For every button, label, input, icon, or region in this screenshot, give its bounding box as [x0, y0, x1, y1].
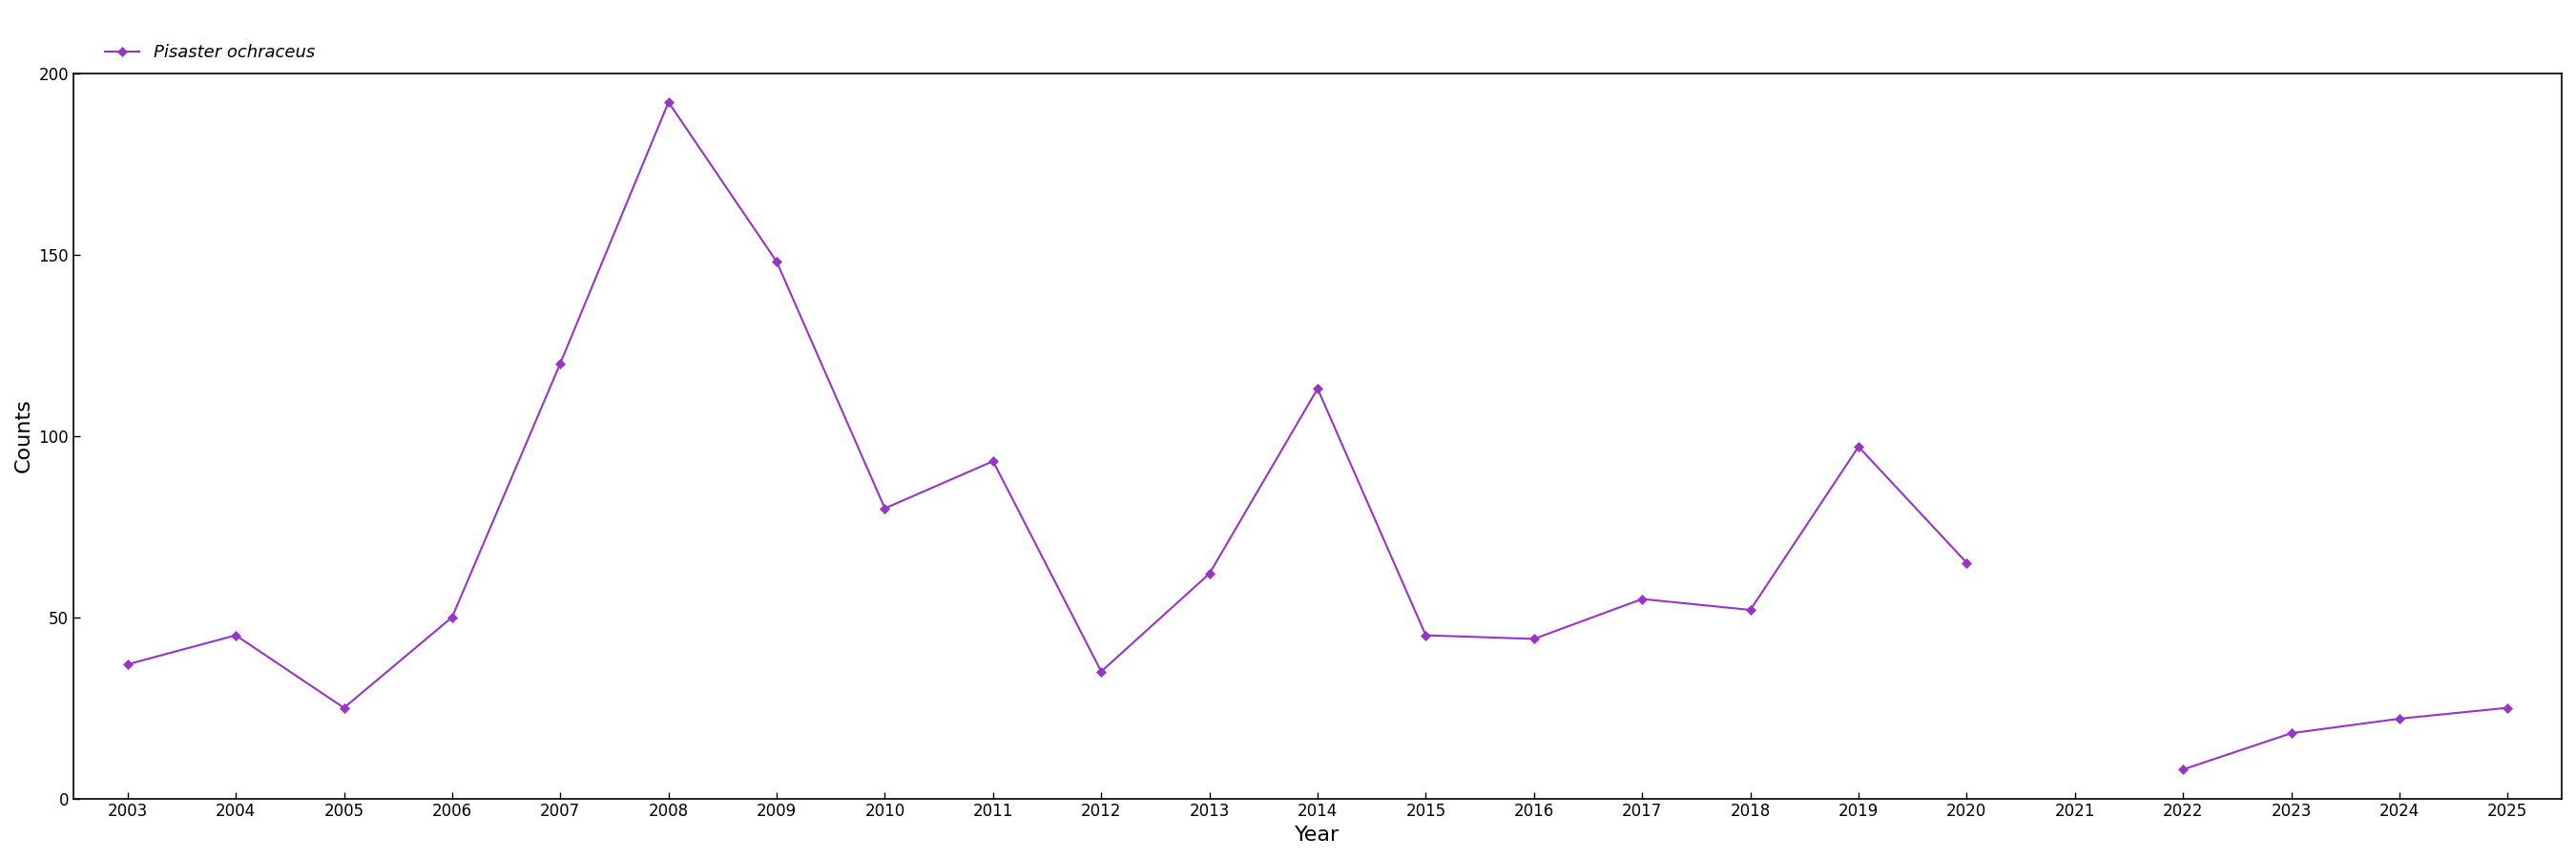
- Pisaster ochraceus: [871, 503, 902, 514]
- Pisaster ochraceus: [330, 703, 361, 713]
- Pisaster ochraceus: [222, 631, 252, 641]
- Line: Pisaster ochraceus: Pisaster ochraceus: [124, 99, 1971, 711]
- Pisaster ochraceus: [1734, 605, 1765, 615]
- X-axis label: Year: Year: [1296, 825, 1340, 844]
- Pisaster ochraceus: [546, 358, 577, 369]
- Pisaster ochraceus: [1301, 383, 1332, 393]
- Pisaster ochraceus: [1842, 442, 1873, 452]
- Pisaster ochraceus: [1517, 634, 1548, 644]
- Pisaster ochraceus: [1084, 667, 1115, 677]
- Pisaster ochraceus: [1625, 594, 1656, 604]
- Pisaster ochraceus: [1409, 631, 1440, 641]
- Legend: Pisaster ochraceus: Pisaster ochraceus: [98, 37, 322, 68]
- Pisaster ochraceus: [1193, 569, 1224, 579]
- Pisaster ochraceus: [113, 659, 144, 669]
- Pisaster ochraceus: [979, 456, 1010, 466]
- Pisaster ochraceus: [1950, 557, 1981, 568]
- Pisaster ochraceus: [762, 257, 793, 267]
- Pisaster ochraceus: [654, 97, 685, 107]
- Pisaster ochraceus: [438, 612, 469, 622]
- Y-axis label: Counts: Counts: [15, 399, 33, 473]
